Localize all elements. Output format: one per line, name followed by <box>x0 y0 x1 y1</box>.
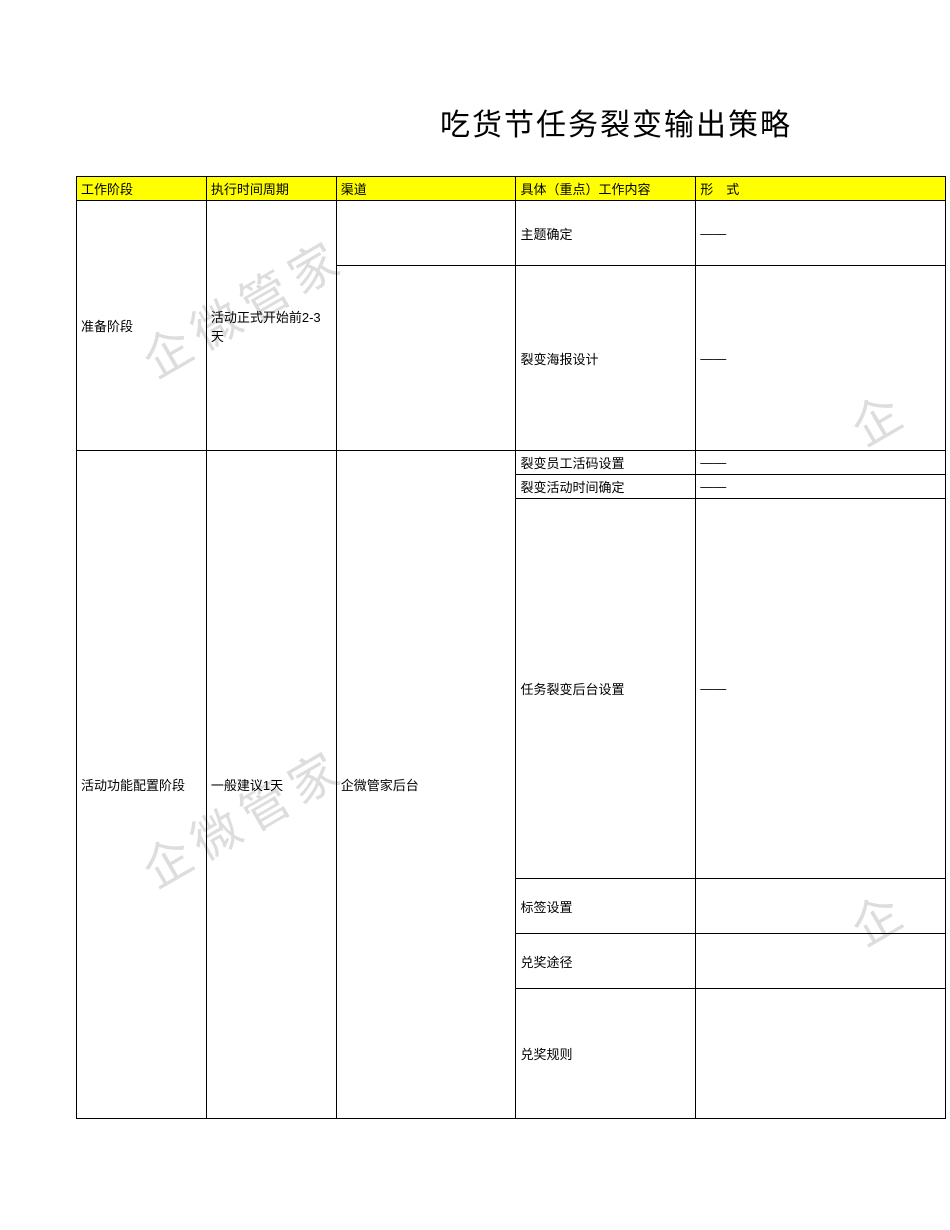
cell-phase: 活动功能配置阶段 <box>77 451 207 1119</box>
cell-channel <box>336 201 516 266</box>
cell-content: 主题确定 <box>516 201 696 266</box>
document-title: 吃货节任务裂变输出策略 <box>440 100 792 144</box>
cell-form: —— <box>696 475 946 499</box>
cell-form: —— <box>696 451 946 475</box>
cell-period: 活动正式开始前2-3天 <box>206 201 336 451</box>
cell-content: 任务裂变后台设置 <box>516 499 696 879</box>
cell-form <box>696 879 946 934</box>
cell-form: —— <box>696 499 946 879</box>
cell-form <box>696 989 946 1119</box>
cell-content: 裂变海报设计 <box>516 266 696 451</box>
cell-channel <box>336 266 516 451</box>
cell-content: 裂变员工活码设置 <box>516 451 696 475</box>
header-channel: 渠道 <box>336 177 516 201</box>
header-form: 形 式 <box>696 177 946 201</box>
header-content: 具体（重点）工作内容 <box>516 177 696 201</box>
cell-form <box>696 934 946 989</box>
table-header-row: 工作阶段 执行时间周期 渠道 具体（重点）工作内容 形 式 <box>77 177 946 201</box>
header-phase: 工作阶段 <box>77 177 207 201</box>
table-row: 活动功能配置阶段 一般建议1天 企微管家后台 裂变员工活码设置 —— <box>77 451 946 475</box>
cell-form: —— <box>696 201 946 266</box>
cell-form: —— <box>696 266 946 451</box>
cell-content: 兑奖规则 <box>516 989 696 1119</box>
cell-phase: 准备阶段 <box>77 201 207 451</box>
cell-content: 兑奖途径 <box>516 934 696 989</box>
strategy-table: 工作阶段 执行时间周期 渠道 具体（重点）工作内容 形 式 准备阶段 活动正式开… <box>76 176 946 1119</box>
header-period: 执行时间周期 <box>206 177 336 201</box>
cell-content: 裂变活动时间确定 <box>516 475 696 499</box>
cell-channel: 企微管家后台 <box>336 451 516 1119</box>
table-row: 准备阶段 活动正式开始前2-3天 主题确定 —— <box>77 201 946 266</box>
cell-content: 标签设置 <box>516 879 696 934</box>
cell-period: 一般建议1天 <box>206 451 336 1119</box>
